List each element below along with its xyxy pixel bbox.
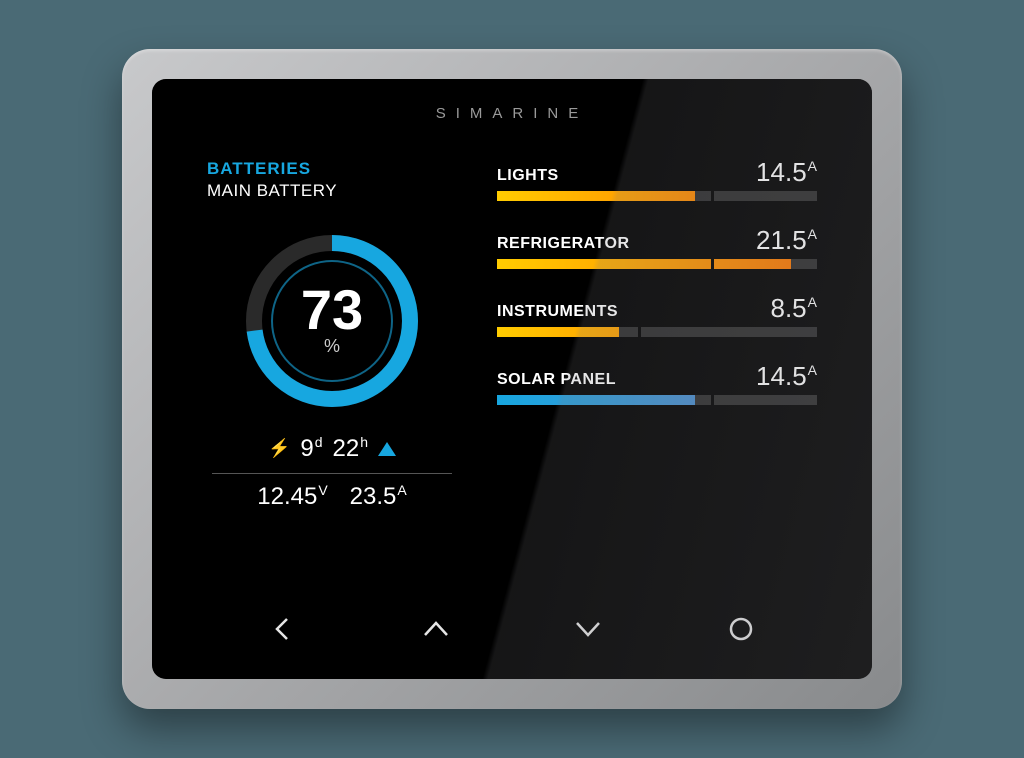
voltage-value: 12.45V (257, 482, 327, 511)
nav-back-button[interactable] (261, 607, 305, 651)
bolt-icon: ⚡ (268, 438, 290, 459)
brand-label: SIMARINE (152, 105, 872, 122)
device-screen: SIMARINE BATTERIES MAIN BATTERY 73 % (152, 79, 872, 679)
load-name: SOLAR PANEL (497, 371, 616, 389)
load-bar-marker (711, 257, 714, 271)
load-bar-track (497, 259, 817, 269)
battery-name: MAIN BATTERY (207, 181, 457, 201)
load-row: INSTRUMENTS 8.5A (497, 295, 817, 337)
load-row: REFRIGERATOR 21.5A (497, 227, 817, 269)
load-value: 14.5A (756, 159, 817, 185)
load-bar-track (497, 191, 817, 201)
load-row: SOLAR PANEL 14.5A (497, 363, 817, 405)
load-bar-fill (497, 259, 791, 269)
load-value: 21.5A (756, 227, 817, 253)
load-bar-fill (497, 191, 695, 201)
time-remaining-row: ⚡ 9d 22h (207, 434, 457, 463)
nav-menu-button[interactable] (719, 607, 763, 651)
voltage-current-row: 12.45V 23.5A (207, 482, 457, 511)
time-hours: 22h (333, 434, 369, 463)
load-name: INSTRUMENTS (497, 303, 618, 321)
device-bezel: SIMARINE BATTERIES MAIN BATTERY 73 % (122, 49, 902, 709)
load-bar-marker (638, 325, 641, 339)
load-bar-track (497, 395, 817, 405)
load-bar-marker (711, 189, 714, 203)
battery-gauge: 73 % (207, 226, 457, 416)
trend-up-icon (378, 442, 396, 456)
load-bar-fill (497, 327, 619, 337)
load-value: 14.5A (756, 363, 817, 389)
battery-panel: BATTERIES MAIN BATTERY 73 % ⚡ 9d (207, 159, 457, 569)
nav-row (152, 607, 872, 651)
divider (212, 473, 452, 474)
time-days: 9d (300, 434, 322, 463)
load-name: REFRIGERATOR (497, 235, 630, 253)
loads-panel: LIGHTS 14.5A REFRIGERATOR 21.5A INSTRUME… (497, 159, 817, 569)
main-content: BATTERIES MAIN BATTERY 73 % ⚡ 9d (207, 159, 817, 569)
nav-down-button[interactable] (566, 607, 610, 651)
section-label: BATTERIES (207, 159, 457, 179)
load-name: LIGHTS (497, 167, 559, 185)
battery-percent: 73 (301, 282, 363, 338)
load-row: LIGHTS 14.5A (497, 159, 817, 201)
current-value: 23.5A (350, 482, 407, 511)
load-bar-track (497, 327, 817, 337)
load-bar-fill (497, 395, 695, 405)
nav-up-button[interactable] (414, 607, 458, 651)
load-bar-marker (711, 393, 714, 407)
gauge-center: 73 % (301, 282, 363, 357)
load-value: 8.5A (771, 295, 818, 321)
